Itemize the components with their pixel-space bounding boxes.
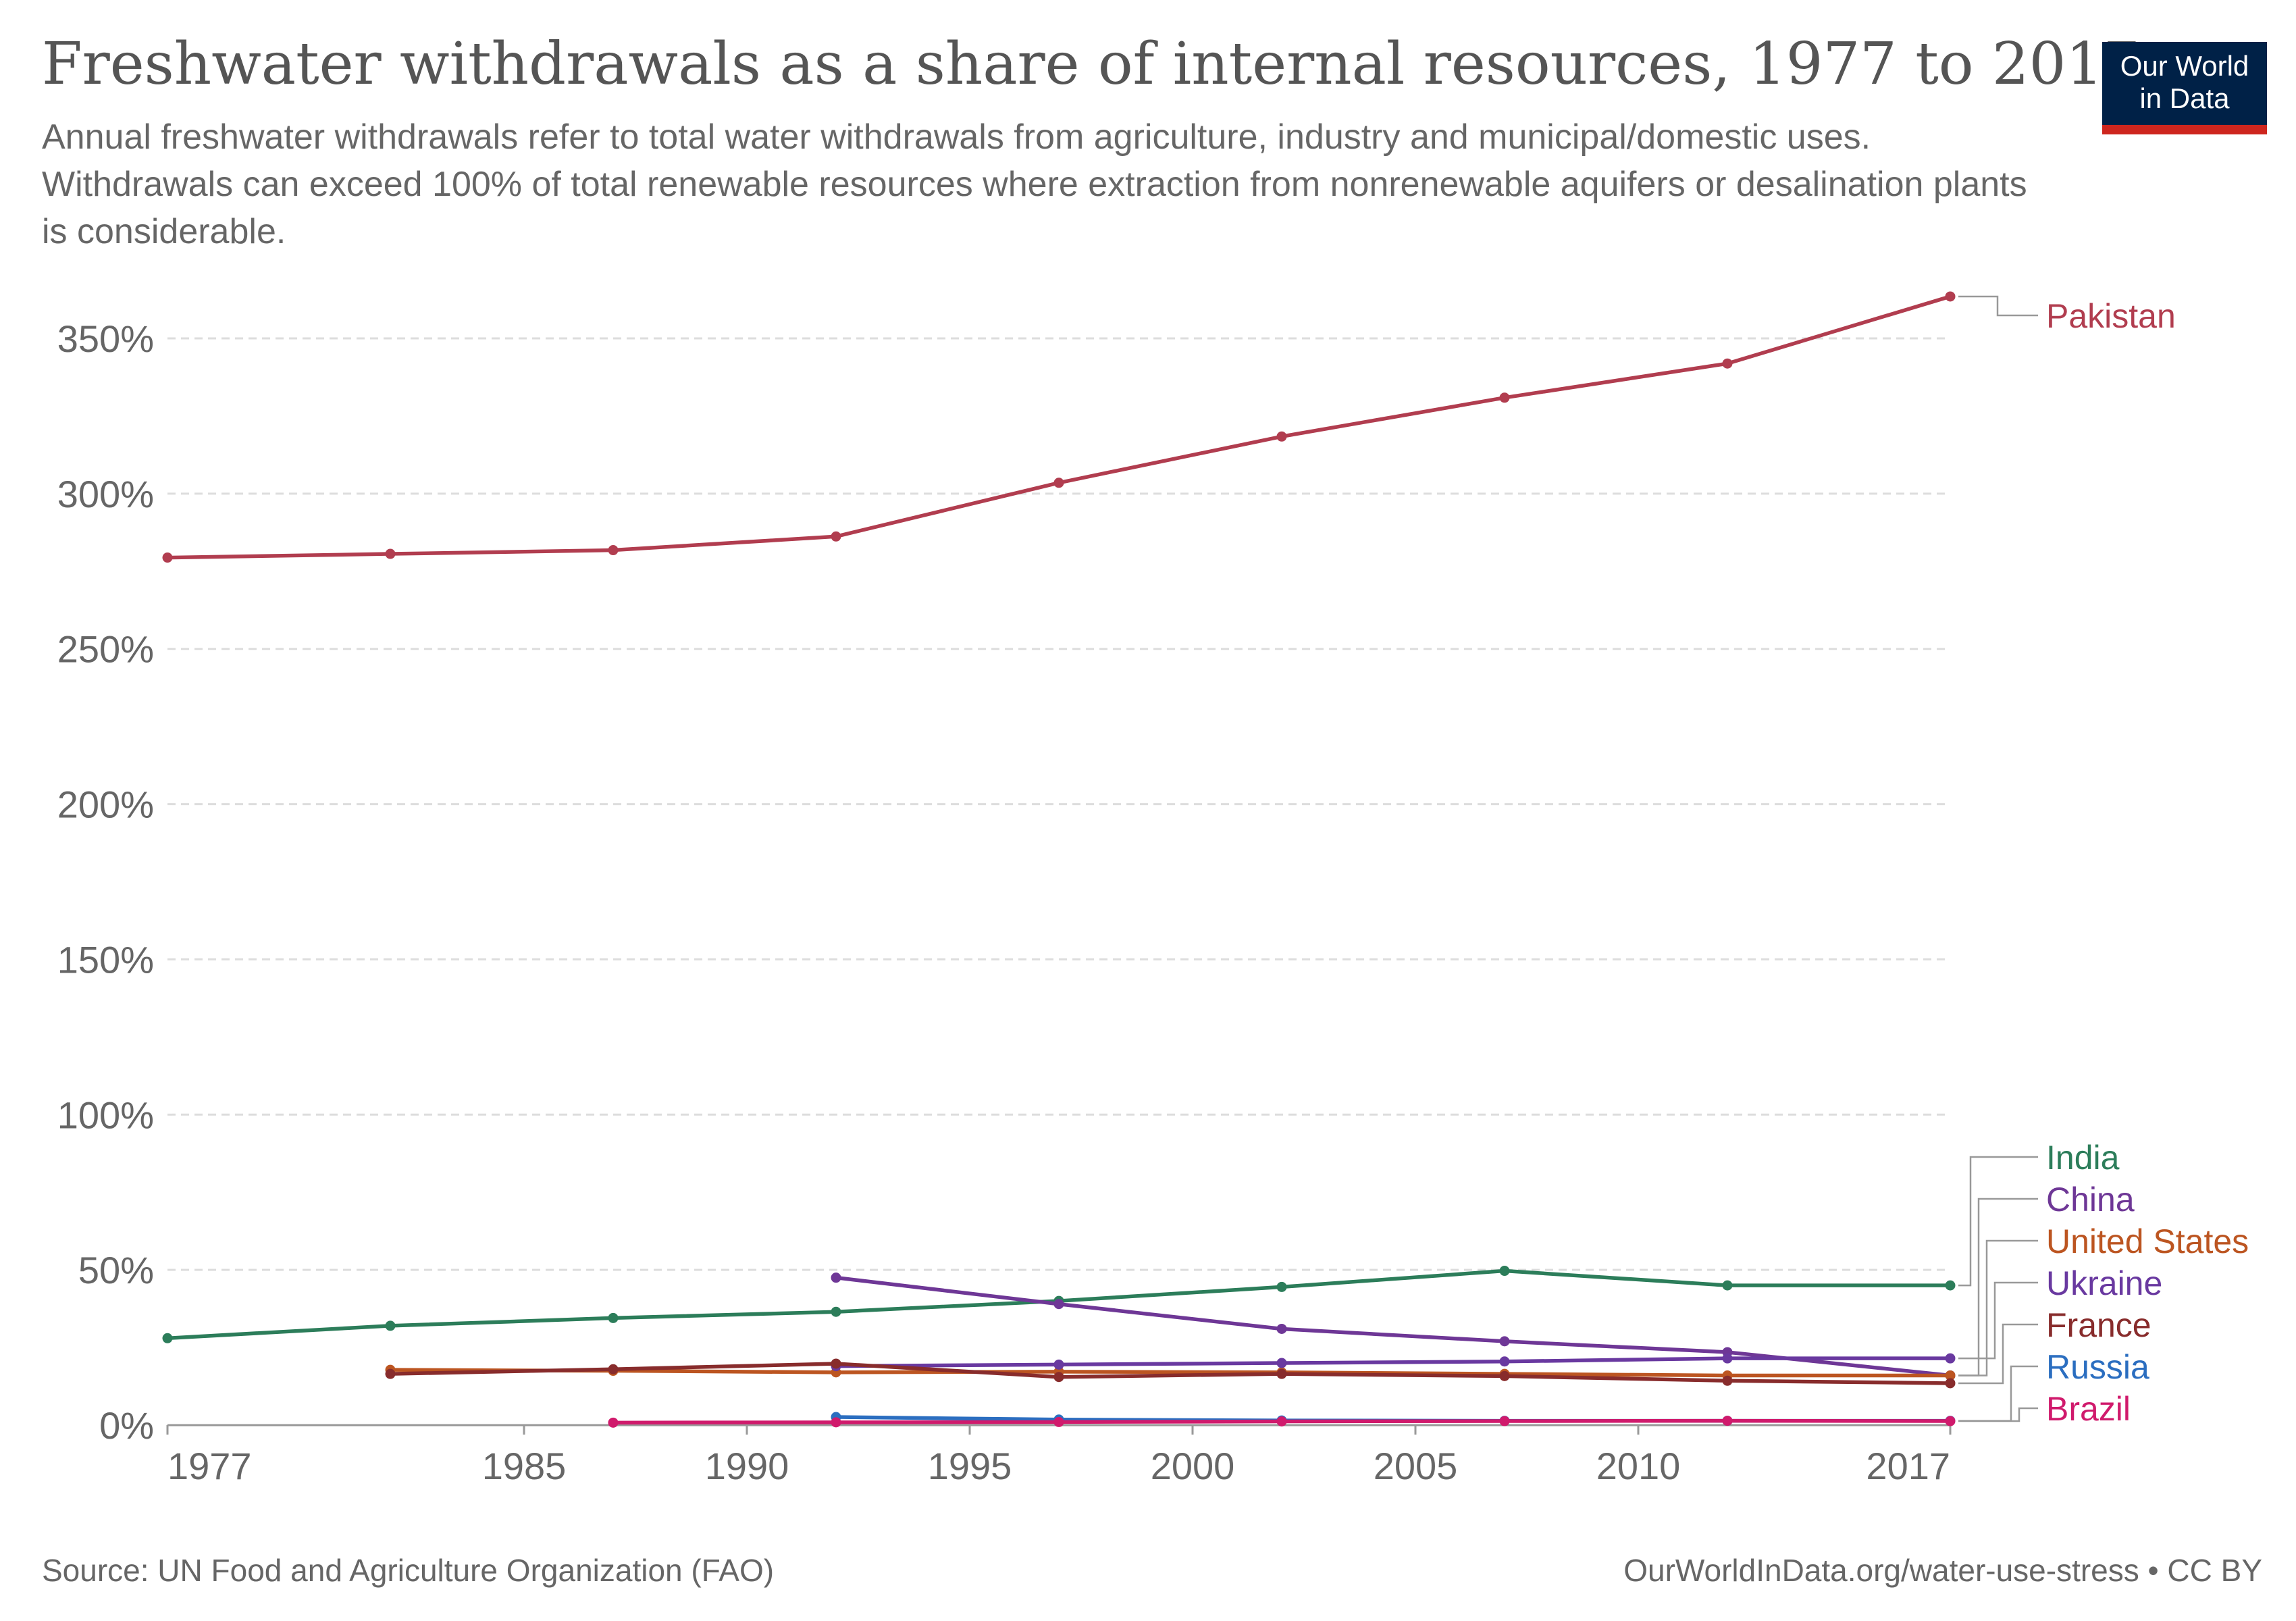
data-point[interactable] [1276,1368,1287,1379]
owid-logo[interactable]: Our World in Data [2102,42,2267,134]
gridlines [167,337,1950,1271]
label-connector [1958,1156,2038,1287]
data-point[interactable] [1945,291,1956,302]
data-point[interactable] [1499,1336,1510,1347]
data-point[interactable] [831,1358,841,1369]
data-point[interactable] [385,1320,396,1331]
data-point[interactable] [1945,1280,1956,1291]
data-point[interactable] [831,1306,841,1317]
data-point[interactable] [1499,1356,1510,1367]
y-tick-label: 200% [57,783,154,826]
data-point[interactable] [162,552,173,563]
data-point[interactable] [1945,1370,1956,1381]
data-point[interactable] [385,1368,396,1379]
data-point[interactable] [1722,1416,1733,1426]
series-label[interactable]: Russia [2046,1348,2149,1386]
series-label[interactable]: Ukraine [2046,1264,2162,1302]
label-connector [1958,1407,2038,1422]
data-point[interactable] [1276,1358,1287,1368]
data-point[interactable] [1945,1416,1956,1426]
y-tick-label: 0% [99,1404,154,1447]
y-tick-label: 300% [57,473,154,515]
x-tick-label: 2005 [1374,1445,1458,1487]
label-connector [1958,1281,2038,1360]
data-point[interactable] [1722,1353,1733,1364]
series-line[interactable] [834,1356,1952,1368]
y-tick-label: 100% [57,1093,154,1136]
data-point[interactable] [1053,1359,1064,1370]
chart-subtitle: Annual freshwater withdrawals refer to t… [42,118,2027,251]
series-label[interactable]: Brazil [2046,1390,2131,1428]
series-line[interactable] [834,1275,1952,1378]
source-note: Source: UN Food and Agriculture Organiza… [42,1553,775,1588]
x-tick-label: 2000 [1151,1445,1235,1487]
y-tick-label: 350% [57,317,154,360]
series-labels: Pakistan India China United States Ukraine Fr… [1958,295,2249,1428]
data-point[interactable] [608,1417,619,1428]
data-point[interactable] [1053,478,1064,488]
series-label[interactable]: China [2046,1181,2135,1218]
logo-accent-bar [2102,125,2267,134]
y-tick-label: 50% [78,1249,154,1291]
data-point[interactable] [385,548,396,559]
data-point[interactable] [1053,1372,1064,1383]
data-point[interactable] [1276,1323,1287,1334]
series-label[interactable]: United States [2046,1223,2249,1260]
data-point[interactable] [1053,1299,1064,1310]
logo-line-2: in Data [2139,82,2230,114]
axes: 0% 50% 100% 150% 200% 250% 300% 350% 1977 1985 199… [57,317,1952,1487]
data-point[interactable] [1276,431,1287,442]
data-point[interactable] [608,1312,619,1323]
data-point[interactable] [1499,1416,1510,1426]
data-point[interactable] [162,1333,173,1343]
x-tick-label: 1985 [482,1445,567,1487]
data-point[interactable] [1499,1266,1510,1277]
data-point[interactable] [1499,1370,1510,1381]
series-label[interactable]: Pakistan [2046,297,2176,335]
data-point[interactable] [1499,392,1510,403]
data-point[interactable] [1722,358,1733,369]
chart-title: Freshwater withdrawals as a share of int… [42,30,2140,98]
data-point[interactable] [608,545,619,556]
logo-line-1: Our World [2120,50,2249,82]
data-point[interactable] [1276,1281,1287,1292]
series-label[interactable]: India [2046,1139,2120,1177]
data-point[interactable] [831,1272,841,1283]
y-tick-label: 250% [57,628,154,671]
label-connector [1958,1323,2038,1385]
series-lines [162,291,1956,1428]
series-label[interactable]: France [2046,1306,2151,1344]
label-connector [1958,1239,2038,1376]
label-connector [1958,1365,2038,1422]
series-line[interactable] [165,294,1952,560]
data-point[interactable] [831,531,841,542]
y-tick-label: 150% [57,938,154,981]
data-point[interactable] [1722,1375,1733,1386]
x-tick-label: 1990 [705,1445,789,1487]
x-tick-label: 1995 [928,1445,1012,1487]
footer-url[interactable]: OurWorldInData.org/water-use-stress • CC… [1623,1553,2262,1588]
series-line[interactable] [388,1362,1952,1385]
data-point[interactable] [1722,1280,1733,1291]
series-line[interactable] [388,1368,1952,1378]
data-point[interactable] [1276,1416,1287,1426]
x-tick-label: 1977 [167,1445,252,1487]
label-connector [1958,295,2038,317]
data-point[interactable] [1053,1416,1064,1427]
x-tick-label: 2010 [1596,1445,1681,1487]
data-point[interactable] [1945,1378,1956,1389]
data-point[interactable] [608,1364,619,1374]
x-tick-label: 2017 [1866,1445,1950,1487]
data-point[interactable] [1945,1353,1956,1364]
data-point[interactable] [831,1417,841,1428]
